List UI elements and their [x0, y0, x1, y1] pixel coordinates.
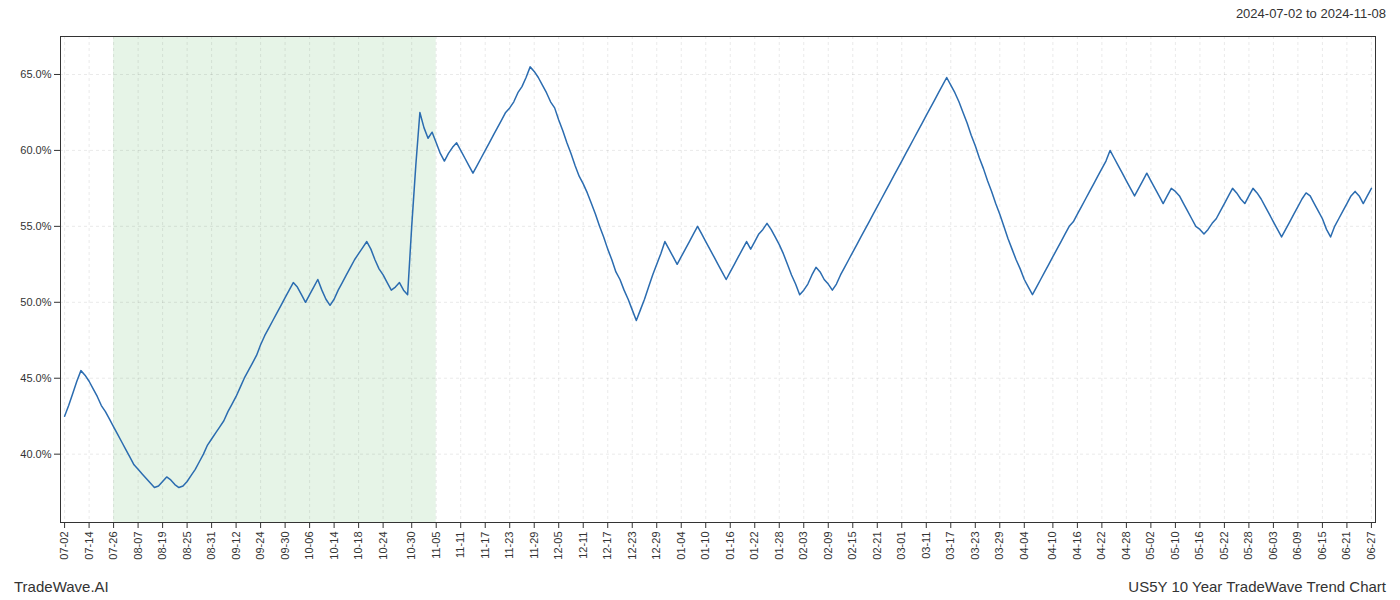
svg-text:02-15: 02-15 — [846, 532, 858, 560]
svg-text:04-04: 04-04 — [1018, 532, 1030, 560]
svg-text:03-11: 03-11 — [920, 532, 932, 559]
svg-text:65.0%: 65.0% — [20, 68, 51, 80]
svg-text:11-05: 11-05 — [430, 532, 442, 559]
svg-text:07-14: 07-14 — [83, 532, 95, 560]
svg-text:60.0%: 60.0% — [20, 144, 51, 156]
svg-text:12-29: 12-29 — [650, 532, 662, 560]
svg-text:09-24: 09-24 — [254, 532, 266, 560]
svg-text:12-17: 12-17 — [601, 532, 613, 560]
svg-text:40.0%: 40.0% — [20, 448, 51, 460]
svg-text:10-18: 10-18 — [352, 532, 364, 560]
svg-text:08-19: 08-19 — [156, 532, 168, 560]
svg-text:01-22: 01-22 — [748, 532, 760, 560]
svg-text:50.0%: 50.0% — [20, 296, 51, 308]
html-text:US5Y 10 Year TradeWave Trend C: US5Y 10 Year TradeWave Trend Chart — [1128, 577, 1386, 595]
svg-text:06-15: 06-15 — [1316, 532, 1328, 560]
svg-text:02-09: 02-09 — [822, 532, 834, 560]
svg-text:55.0%: 55.0% — [20, 220, 51, 232]
svg-text:05-28: 05-28 — [1242, 532, 1254, 560]
svg-text:08-07: 08-07 — [132, 532, 144, 560]
svg-text:04-16: 04-16 — [1071, 532, 1083, 560]
svg-text:06-09: 06-09 — [1291, 532, 1303, 560]
svg-text:05-22: 05-22 — [1218, 532, 1230, 560]
svg-text:08-25: 08-25 — [181, 532, 193, 560]
svg-text:12-11: 12-11 — [577, 532, 589, 559]
svg-text:11-23: 11-23 — [503, 532, 515, 559]
svg-text:03-23: 03-23 — [969, 532, 981, 560]
svg-text:03-17: 03-17 — [944, 532, 956, 560]
svg-text:01-10: 01-10 — [699, 532, 711, 560]
svg-text:10-14: 10-14 — [328, 532, 340, 560]
svg-text:10-24: 10-24 — [377, 532, 389, 560]
svg-text:10-06: 10-06 — [303, 532, 315, 560]
svg-text:05-02: 05-02 — [1144, 532, 1156, 560]
svg-text:45.0%: 45.0% — [20, 372, 51, 384]
svg-text:11-29: 11-29 — [528, 532, 540, 559]
svg-text:12-23: 12-23 — [626, 532, 638, 560]
svg-text:10-30: 10-30 — [405, 532, 417, 560]
svg-text:11-11: 11-11 — [454, 532, 466, 559]
svg-text:03-01: 03-01 — [895, 532, 907, 560]
html-text:2024-07-02 to 2024-11-08: 2024-07-02 to 2024-11-08 — [1235, 5, 1386, 21]
svg-text:01-04: 01-04 — [675, 532, 687, 560]
svg-text:07-02: 07-02 — [58, 532, 70, 560]
svg-text:03-29: 03-29 — [993, 532, 1005, 560]
svg-text:07-26: 07-26 — [107, 532, 119, 560]
svg-text:12-05: 12-05 — [552, 532, 564, 560]
svg-text:04-22: 04-22 — [1095, 532, 1107, 560]
svg-text:02-03: 02-03 — [797, 532, 809, 560]
html-text:TradeWave.AI: TradeWave.AI — [14, 577, 109, 595]
svg-text:01-28: 01-28 — [773, 532, 785, 560]
svg-text:05-16: 05-16 — [1193, 532, 1205, 560]
svg-text:06-03: 06-03 — [1267, 532, 1279, 560]
svg-text:01-16: 01-16 — [724, 532, 736, 560]
svg-text:05-10: 05-10 — [1169, 532, 1181, 560]
svg-text:11-17: 11-17 — [479, 532, 491, 559]
svg-text:06-21: 06-21 — [1340, 532, 1352, 560]
svg-text:09-12: 09-12 — [230, 532, 242, 560]
svg-text:04-28: 04-28 — [1120, 532, 1132, 560]
svg-text:06-27: 06-27 — [1365, 532, 1377, 560]
svg-text:02-21: 02-21 — [871, 532, 883, 560]
svg-text:04-10: 04-10 — [1046, 532, 1058, 560]
svg-text:08-31: 08-31 — [205, 532, 217, 560]
svg-text:09-30: 09-30 — [279, 532, 291, 560]
